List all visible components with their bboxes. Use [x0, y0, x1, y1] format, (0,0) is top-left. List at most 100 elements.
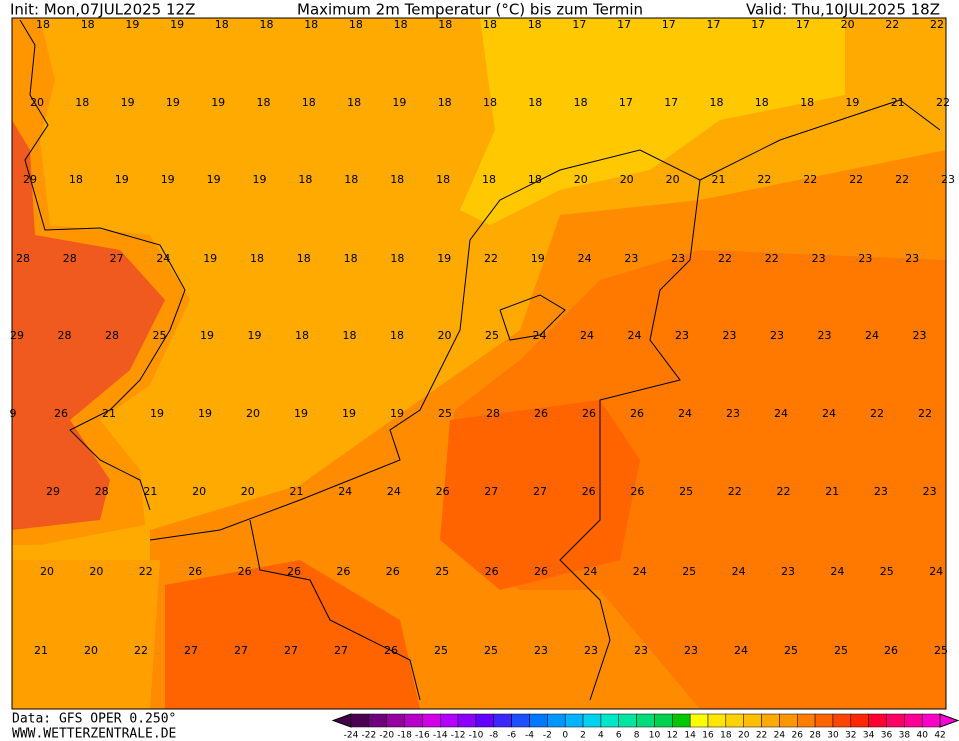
temperature-label: 18 [257, 96, 271, 109]
temperature-label: 19 [200, 329, 214, 342]
temperature-label: 22 [895, 173, 909, 186]
colorbar-box [386, 713, 405, 728]
colorbar-box [832, 713, 852, 728]
temperature-label: 18 [302, 96, 316, 109]
temperature-label: 26 [582, 407, 596, 420]
temperature-label: 24 [822, 407, 836, 420]
data-source: Data: GFS OPER 0.250° [12, 712, 176, 727]
temperature-label: 18 [295, 329, 309, 342]
temperature-label: 18 [483, 96, 497, 109]
temperature-label: 20 [841, 18, 855, 31]
temperature-label: 23 [726, 407, 740, 420]
colorbar-label: 22 [756, 731, 767, 741]
temperature-label: 17 [572, 18, 586, 31]
temperature-label: 19 [390, 407, 404, 420]
colorbar-label: 14 [684, 731, 696, 741]
temperature-label: 24 [830, 565, 844, 578]
colorbar-label: 16 [702, 731, 714, 741]
temperature-label: 26 [534, 565, 548, 578]
temperature-label: 18 [528, 173, 542, 186]
temperature-label: 18 [755, 96, 769, 109]
temperature-label: 23 [584, 644, 598, 657]
temperature-label: 17 [619, 96, 633, 109]
temperature-label: 19 [294, 407, 308, 420]
colorbar-label: -18 [397, 731, 412, 741]
temperature-label: 25 [834, 644, 848, 657]
colorbar-label: 26 [792, 731, 804, 741]
colorbar-box [618, 713, 637, 728]
temperature-label: 23 [874, 485, 888, 498]
colorbar-label: -22 [361, 731, 376, 741]
temperature-label: 18 [36, 18, 50, 31]
coastline [149, 149, 701, 701]
temperature-label: 18 [304, 18, 318, 31]
map-title: Maximum 2m Temperatur (°C) bis zum Termi… [297, 1, 643, 19]
temperature-label: 20 [192, 485, 206, 498]
temperature-label: 22 [728, 485, 742, 498]
temperature-label: 23 [905, 252, 919, 265]
map-frame [11, 17, 947, 710]
temperature-label: 26 [884, 644, 898, 657]
temperature-label: 19 [248, 329, 262, 342]
colorbar-label: -6 [507, 731, 516, 741]
temperature-label: 20 [89, 565, 103, 578]
temperature-label: 20 [438, 329, 452, 342]
temperature-label: 24 [338, 485, 352, 498]
colorbar-box [368, 713, 387, 728]
temperature-label: 22 [849, 173, 863, 186]
temperature-label: 20 [30, 96, 44, 109]
colorbar-label: -2 [543, 731, 552, 741]
colorbar-label: 18 [720, 731, 732, 741]
colorbar-box [743, 713, 762, 728]
colorbar-label: 2 [580, 731, 586, 741]
temperature-label: 19 [342, 407, 356, 420]
colorbar-box [886, 713, 905, 728]
temperature-label: 19 [198, 407, 212, 420]
temperature-label: 26 [630, 407, 644, 420]
temperature-label: 24 [578, 252, 592, 265]
colorbar-box [440, 713, 459, 728]
temperature-label: 23 [624, 252, 638, 265]
colorbar-box [636, 713, 655, 728]
colorbar-label: 6 [616, 731, 622, 741]
temperature-label: 25 [435, 565, 449, 578]
colorbar-box [582, 713, 602, 728]
temperature-label: 22 [134, 644, 148, 657]
colorbar-box [547, 713, 566, 728]
colorbar-label: 40 [916, 731, 928, 741]
colorbar-label: -16 [415, 731, 430, 741]
temperature-label: 18 [349, 18, 363, 31]
temperature-label: 28 [105, 329, 119, 342]
temperature-label: 19 [845, 96, 859, 109]
temperature-label: 22 [777, 485, 791, 498]
temperature-label: 24 [580, 329, 594, 342]
temperature-label: 25 [784, 644, 798, 657]
hot-zone [165, 560, 420, 709]
temperature-label: 25 [438, 407, 452, 420]
temperature-label: 18 [528, 18, 542, 31]
colorbar-label: 36 [881, 731, 893, 741]
colorbar-label: -24 [344, 731, 359, 741]
temperature-label: 19 [253, 173, 267, 186]
colorbar-arrow [939, 713, 959, 728]
temperature-label: 27 [484, 485, 498, 498]
temperature-label: 24 [387, 485, 401, 498]
temperature-label: 28 [486, 407, 500, 420]
temperature-label: 17 [707, 18, 721, 31]
temperature-label: 22 [918, 407, 932, 420]
temperature-label: 23 [534, 644, 548, 657]
colorbar-label: -10 [469, 731, 484, 741]
temperature-label: 24 [865, 329, 879, 342]
colorbar-label: 4 [598, 731, 604, 741]
temperature-label: 26 [238, 565, 252, 578]
temperature-label: 18 [69, 173, 83, 186]
temperature-label: 17 [617, 18, 631, 31]
temperature-label: 24 [628, 329, 642, 342]
temperature-label: 20 [246, 407, 260, 420]
temperature-label: 23 [812, 252, 826, 265]
temperature-label: 24 [929, 565, 943, 578]
temperature-label: 27 [110, 252, 124, 265]
temperature-label: 25 [434, 644, 448, 657]
temperature-label: 23 [913, 329, 927, 342]
temperature-label: 26 [630, 485, 644, 498]
